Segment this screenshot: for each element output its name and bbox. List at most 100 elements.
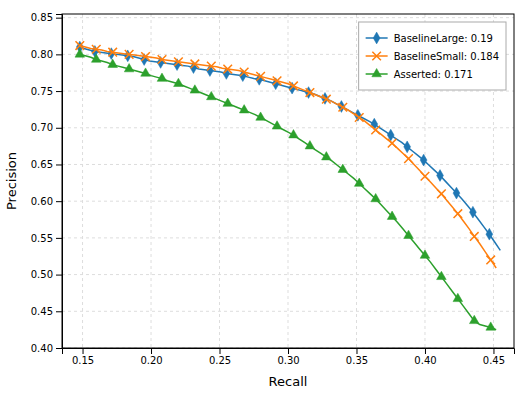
series-marker <box>322 95 331 104</box>
y-tick-mark <box>56 311 62 312</box>
legend-label: BaselineSmall: 0.184 <box>394 51 499 62</box>
grid-line <box>62 17 514 18</box>
legend-item: Asserted: 0.171 <box>366 68 473 79</box>
series-marker <box>338 103 347 112</box>
series-line <box>80 47 500 250</box>
series-marker <box>338 164 348 172</box>
y-tick-label: 0.45 <box>31 306 53 317</box>
series-marker <box>108 59 118 67</box>
series-marker <box>437 190 446 199</box>
series-marker <box>470 206 477 218</box>
grid-line <box>62 91 514 92</box>
y-tick: 0.85 <box>31 12 62 23</box>
series-marker <box>404 141 411 153</box>
x-tick: 0.35 <box>346 348 368 366</box>
y-tick: 0.75 <box>31 86 62 97</box>
series-marker <box>469 315 479 323</box>
x-tick-label: 0.25 <box>209 355 231 366</box>
y-tick-label: 0.85 <box>31 12 53 23</box>
series-marker <box>239 105 249 113</box>
series-marker <box>404 154 413 163</box>
y-tick-label: 0.55 <box>31 233 53 244</box>
y-tick-mark <box>56 201 62 202</box>
series-marker <box>289 130 299 138</box>
y-tick: 0.80 <box>31 49 62 60</box>
legend: BaselineLarge: 0.19 BaselineSmall: 0.184 A… <box>359 22 506 90</box>
x-axis: 0.150.200.250.300.350.400.45 <box>63 348 515 366</box>
y-tick-label: 0.40 <box>31 343 53 354</box>
grid-line <box>62 164 514 165</box>
legend-symbol <box>373 32 380 44</box>
x-axis-line <box>63 349 515 355</box>
series-marker <box>174 78 184 86</box>
legend-item: BaselineSmall: 0.184 <box>366 51 499 62</box>
series-marker <box>371 126 380 135</box>
series-line <box>80 46 496 268</box>
series-marker <box>272 121 282 129</box>
series-marker <box>206 91 216 99</box>
series-line <box>80 54 496 329</box>
series-marker <box>256 112 266 120</box>
series-marker <box>91 54 101 62</box>
series-marker <box>355 113 364 122</box>
grid-line <box>151 14 152 348</box>
grid-line <box>62 201 514 202</box>
y-tick-mark <box>56 164 62 165</box>
x-tick-mark <box>83 348 84 354</box>
legend-symbol <box>372 68 382 76</box>
x-tick-mark <box>425 348 426 354</box>
series-marker <box>157 73 167 81</box>
x-tick-label: 0.45 <box>483 355 505 366</box>
series-marker <box>388 139 397 148</box>
x-tick-mark <box>288 348 289 354</box>
x-tick-label: 0.40 <box>414 355 436 366</box>
series-marker <box>289 82 298 91</box>
x-tick-mark <box>151 348 152 354</box>
series-marker <box>371 193 381 201</box>
y-tick-label: 0.80 <box>31 49 53 60</box>
series-marker <box>306 88 315 97</box>
series-marker <box>486 322 496 330</box>
series-marker <box>454 209 463 218</box>
grid-line <box>288 14 289 348</box>
y-tick-label: 0.75 <box>31 86 53 97</box>
x-tick-mark <box>493 348 494 354</box>
y-tick-mark <box>56 128 62 129</box>
legend-item: BaselineLarge: 0.19 <box>366 32 493 44</box>
series-marker <box>240 68 249 77</box>
grid <box>62 14 514 348</box>
y-axis: 0.400.450.500.550.600.650.700.750.800.85 <box>31 12 63 353</box>
grid-line <box>62 274 514 275</box>
series-marker <box>141 52 150 61</box>
series-marker <box>125 50 134 59</box>
series-marker <box>273 76 282 85</box>
series-marker <box>108 48 117 57</box>
y-tick-label: 0.65 <box>31 159 53 170</box>
y-tick-mark <box>56 54 62 55</box>
series-marker <box>174 57 183 66</box>
y-tick: 0.70 <box>31 122 62 133</box>
y-tick-mark <box>56 348 62 349</box>
y-tick: 0.65 <box>31 159 62 170</box>
x-tick: 0.45 <box>483 348 505 366</box>
legend-box <box>359 22 506 90</box>
series-marker <box>420 250 430 258</box>
y-tick: 0.55 <box>31 233 62 244</box>
x-tick-label: 0.30 <box>277 355 299 366</box>
plot-frame <box>62 14 514 348</box>
y-axis-title: Precision <box>4 152 19 210</box>
series-marker <box>190 85 200 93</box>
series <box>76 41 497 268</box>
plot: 0.150.200.250.300.350.400.450.400.450.50… <box>31 12 515 366</box>
series-marker <box>421 172 430 181</box>
x-tick: 0.40 <box>414 348 436 366</box>
series-marker <box>124 64 134 72</box>
legend-label: Asserted: 0.171 <box>394 69 473 80</box>
y-tick: 0.45 <box>31 306 62 317</box>
legend-symbol <box>372 52 381 61</box>
series-marker <box>453 293 463 301</box>
series-marker <box>75 49 85 57</box>
series-marker <box>354 178 364 186</box>
y-axis-line <box>56 15 63 349</box>
x-tick: 0.15 <box>72 348 94 366</box>
